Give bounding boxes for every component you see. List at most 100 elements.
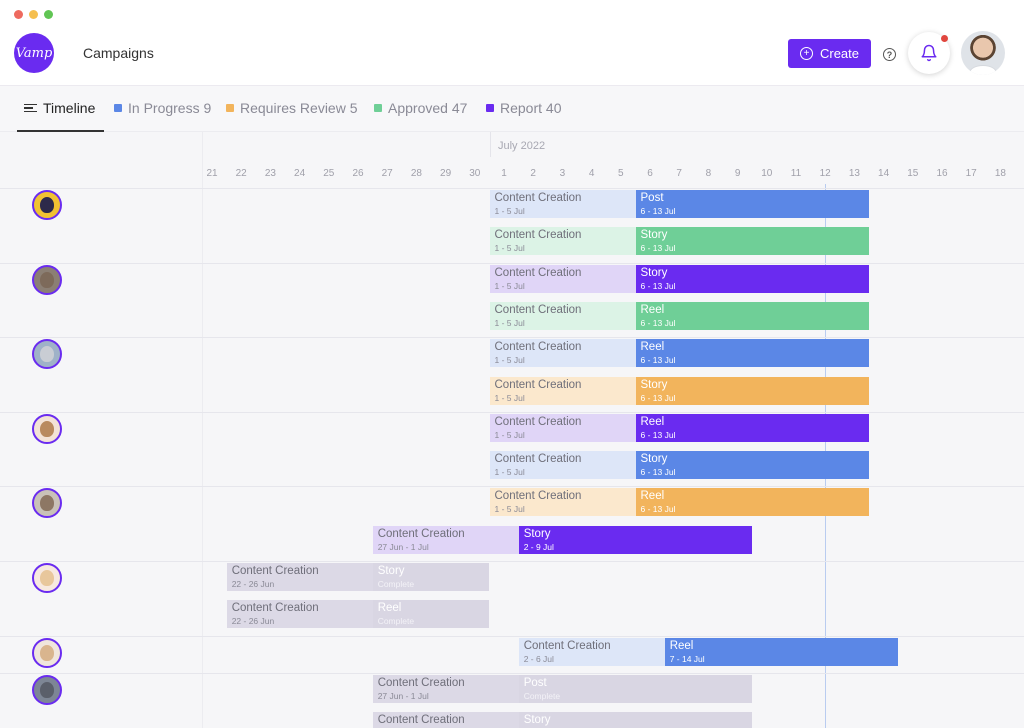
bar-dates: 1 - 5 Jul [494, 467, 525, 478]
bar-dates: 22 - 26 Jun [231, 579, 275, 589]
cat-avatar[interactable] [32, 413, 62, 444]
tab-label: Report 40 [500, 100, 562, 116]
day-label: 27 [381, 168, 393, 179]
story-bar[interactable]: Story 6 - 13 Jul [635, 451, 870, 480]
story-bar[interactable]: Story Complete [372, 563, 490, 591]
content-creation-bar[interactable]: Content Creation 1 - 5 Jul [489, 339, 636, 368]
content-creation-bar[interactable]: Content Creation 1 - 5 Jul [489, 227, 636, 256]
day-label: 26 [352, 168, 364, 179]
content-creation-bar[interactable]: Content Creation 22 - 26 Jun [226, 600, 373, 629]
story-bar[interactable]: Story [518, 712, 753, 728]
day-label: 25 [323, 168, 335, 179]
day-label: 22 [235, 168, 247, 179]
puppy-avatar[interactable] [32, 488, 62, 519]
bar-dates: 6 - 13 Jul [640, 206, 676, 216]
help-icon[interactable]: ? [883, 48, 896, 61]
tab-requires-review[interactable]: Requires Review 5 [226, 100, 358, 116]
content-creation-bar[interactable]: Content Creation 1 - 5 Jul [489, 451, 636, 480]
day-label: 3 [559, 168, 566, 179]
bar-dates: 6 - 13 Jul [640, 280, 676, 291]
lane-separator [0, 561, 1024, 562]
bar-title: Story [640, 266, 668, 279]
content-creation-bar[interactable]: Content Creation 1 - 5 Jul [489, 376, 636, 405]
lane-separator [0, 337, 1024, 339]
content-creation-bar[interactable]: Content Creation 1 - 5 Jul [489, 264, 636, 293]
bar-dates: 1 - 5 Jul [494, 243, 525, 254]
content-creation-bar[interactable]: Content Creation 1 - 5 Jul [489, 190, 636, 218]
content-creation-bar[interactable]: Content Creation 27 Jun - 1 Jul [372, 674, 519, 703]
minimize-window-dot[interactable] [29, 10, 38, 19]
bell-icon [921, 44, 937, 62]
day-label: 1 [501, 168, 507, 179]
content-creation-bar[interactable]: Content Creation 1 - 5 Jul [489, 413, 636, 442]
help-glyph: ? [886, 49, 893, 60]
bar-dates: 1 - 5 Jul [494, 317, 525, 328]
story-bar[interactable]: Story 6 - 13 Jul [635, 264, 870, 293]
maximize-window-dot[interactable] [44, 10, 53, 19]
content-creation-bar[interactable]: Content Creation 27 Jun - 1 Jul [372, 525, 519, 554]
bar-title: Story [377, 565, 405, 577]
bar-title: Content Creation [494, 415, 582, 428]
bar-dates: 1 - 5 Jul [494, 429, 525, 440]
reel-bar[interactable]: Reel Complete [372, 600, 490, 629]
day-label: 28 [410, 168, 422, 179]
reel-bar[interactable]: Reel 7 - 14 Jul [664, 637, 899, 666]
day-label: 6 [647, 168, 653, 179]
post-bar[interactable]: Post Complete [518, 674, 753, 703]
lane-separator [0, 672, 1024, 674]
tab-approved[interactable]: Approved 47 [374, 100, 467, 116]
create-button[interactable]: + Create [788, 39, 871, 68]
bar-title: Story [523, 527, 551, 540]
reel-bar[interactable]: Reel 6 - 13 Jul [635, 488, 870, 517]
cat2-avatar[interactable] [32, 674, 62, 705]
content-creation-bar[interactable]: Content Creation 1 - 5 Jul [489, 488, 636, 517]
content-creation-bar[interactable]: Content Creation 2 - 6 Jul [518, 637, 665, 666]
bar-title: Reel [640, 490, 665, 503]
vamp-logo[interactable]: Vamp [14, 33, 54, 73]
bar-dates: 1 - 5 Jul [494, 355, 525, 366]
reel-bar[interactable]: Reel 6 - 13 Jul [635, 301, 870, 330]
user-avatar[interactable] [961, 31, 1005, 75]
day-label: 11 [790, 168, 802, 179]
story-bar[interactable]: Story 2 - 9 Jul [518, 525, 753, 554]
tab-report[interactable]: Report 40 [486, 100, 561, 116]
bar-dates: 22 - 26 Jun [231, 616, 275, 627]
post-bar[interactable]: Post 6 - 13 Jul [635, 190, 870, 218]
bar-title: Content Creation [494, 378, 582, 391]
corgi-avatar[interactable] [32, 637, 62, 668]
story-bar[interactable]: Story 6 - 13 Jul [635, 376, 870, 405]
bar-dates: Complete [377, 616, 415, 627]
husky-avatar[interactable] [32, 339, 62, 370]
reel-bar[interactable]: Reel 6 - 13 Jul [635, 339, 870, 368]
logo-text: Vamp [15, 45, 53, 61]
content-creation-bar[interactable]: Content Creation 22 - 26 Jun [226, 563, 373, 591]
tab-in-progress[interactable]: In Progress 9 [114, 100, 211, 116]
bar-dates: 7 - 14 Jul [669, 653, 705, 664]
avatar-shirt [969, 65, 997, 75]
tab-timeline[interactable]: Timeline [24, 100, 95, 116]
notifications-button[interactable] [908, 32, 950, 74]
day-label: 30 [469, 168, 481, 179]
shiba-avatar[interactable] [32, 563, 62, 593]
bar-dates: 27 Jun - 1 Jul [377, 541, 429, 552]
page-title: Campaigns [83, 45, 154, 61]
bar-dates: 6 - 13 Jul [640, 243, 676, 254]
content-creation-bar[interactable]: Content Creation [372, 712, 519, 728]
timeline-grid: July 2022 21 22 23 24 25 26 27 28 29 30 1 2 3 4 5 6 7 8 9 1… [0, 132, 1024, 728]
avatar-face [40, 420, 54, 437]
story-bar[interactable]: Story 6 - 13 Jul [635, 227, 870, 256]
bar-dates: 6 - 13 Jul [640, 467, 676, 478]
bar-title: Content Creation [494, 341, 582, 354]
bar-title: Reel [377, 602, 402, 615]
tab-label: Timeline [43, 100, 96, 116]
close-window-dot[interactable] [14, 10, 23, 19]
reel-bar[interactable]: Reel 6 - 13 Jul [635, 413, 870, 442]
bar-title: Story [640, 229, 668, 242]
tab-label: Approved 47 [388, 100, 468, 116]
content-creation-bar[interactable]: Content Creation 1 - 5 Jul [489, 301, 636, 330]
day-label: 2 [530, 168, 536, 179]
bar-dates: Complete [377, 579, 415, 589]
dog-avatar[interactable] [32, 190, 62, 220]
status-tabs: Timeline In Progress 9 Requires Review 5 Ap… [0, 86, 1024, 132]
wolf-avatar[interactable] [32, 264, 62, 295]
